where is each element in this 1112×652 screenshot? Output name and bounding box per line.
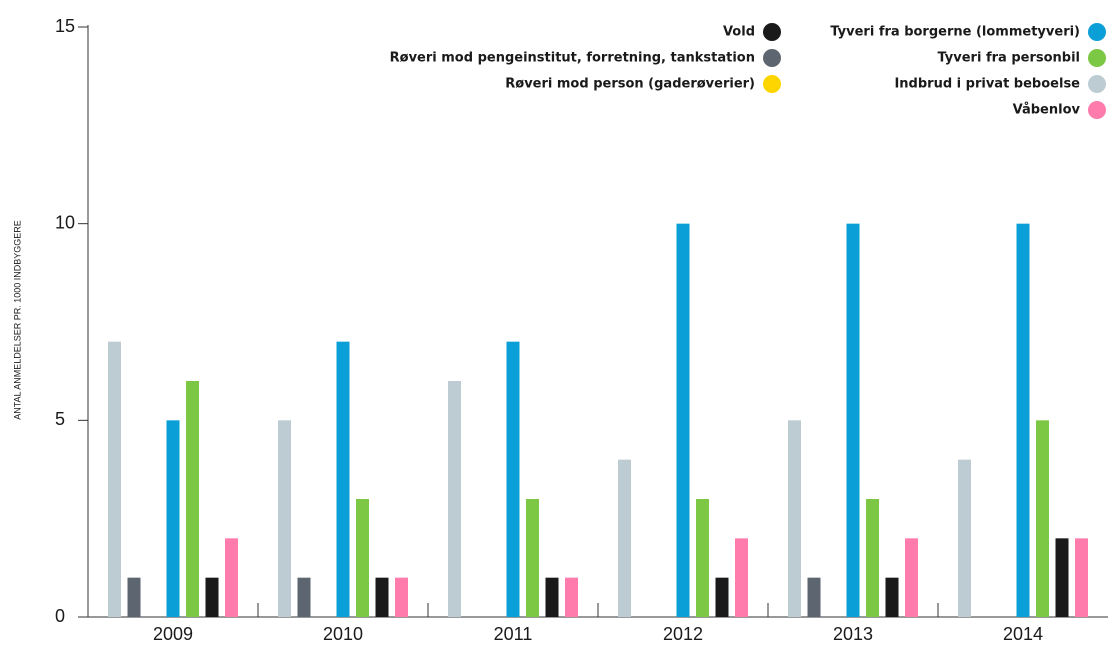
y-tick-label: 0 [55, 606, 65, 626]
legend-label: Vold [723, 25, 755, 40]
legend-marker [1088, 75, 1106, 93]
bar [166, 420, 180, 617]
bar [618, 459, 631, 617]
x-tick-label: 2014 [1003, 624, 1043, 644]
legend-label: Tyveri fra personbil [937, 51, 1080, 66]
bar [1036, 420, 1049, 617]
legend-label: Tyveri fra borgerne (lommetyveri) [830, 25, 1080, 40]
bar [108, 341, 121, 617]
y-tick-label: 10 [55, 212, 75, 232]
legend-marker [1088, 101, 1106, 119]
x-tick-label: 2009 [153, 624, 193, 644]
bar [297, 577, 311, 617]
bar [807, 577, 821, 617]
bar [1075, 538, 1088, 617]
bar [715, 577, 729, 617]
legend-label: Røveri mod pengeinstitut, forretning, ta… [390, 51, 755, 66]
bar [885, 577, 899, 617]
bar [846, 223, 860, 617]
bar [1016, 223, 1030, 617]
bar [127, 577, 141, 617]
bar [866, 499, 879, 617]
y-tick-label: 5 [55, 409, 65, 429]
bar [336, 341, 350, 617]
legend-marker [763, 23, 781, 41]
bar [506, 341, 520, 617]
bar [225, 538, 238, 617]
legend-label: Våbenlov [1013, 103, 1081, 118]
legend-marker [1088, 23, 1106, 41]
bar [1055, 538, 1069, 617]
x-tick-label: 2012 [663, 624, 703, 644]
bar [526, 499, 539, 617]
bar [958, 459, 971, 617]
bar [905, 538, 918, 617]
bar [205, 577, 219, 617]
x-tick-label: 2010 [323, 624, 363, 644]
legend-marker [763, 75, 781, 93]
legend-label: Indbrud i privat beboelse [894, 77, 1080, 92]
legend-marker [763, 49, 781, 67]
x-tick-label: 2011 [494, 624, 533, 644]
bar [278, 420, 291, 617]
y-tick-label: 15 [55, 16, 75, 36]
bar [545, 577, 559, 617]
y-axis-label: ANTAL ANMELDELSER PR. 1000 INDBYGGERE [12, 220, 22, 420]
legend-label: Røveri mod person (gaderøverier) [505, 77, 755, 92]
bar [186, 381, 199, 617]
bar [448, 381, 461, 617]
bar [676, 223, 690, 617]
bar [788, 420, 801, 617]
bar [735, 538, 748, 617]
x-tick-label: 2013 [833, 624, 873, 644]
bar [375, 577, 389, 617]
bar [696, 499, 709, 617]
bar [356, 499, 369, 617]
legend-marker [1088, 49, 1106, 67]
bar [395, 577, 408, 617]
bar [565, 577, 578, 617]
